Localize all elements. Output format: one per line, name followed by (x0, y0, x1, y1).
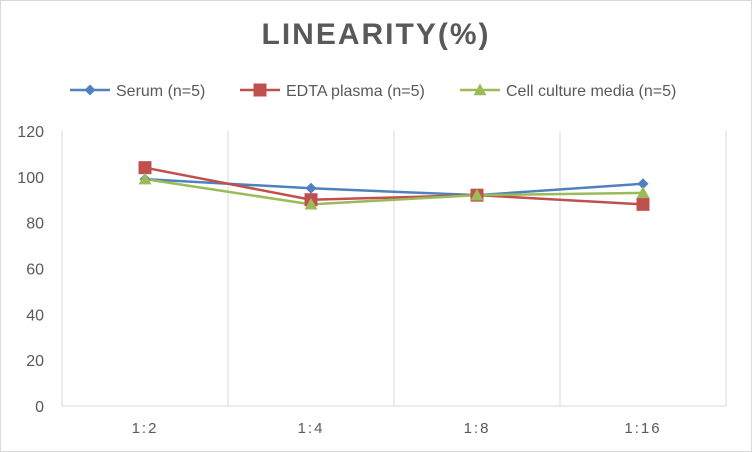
axes (61, 131, 727, 407)
legend-label: Cell culture media (n=5) (506, 83, 676, 100)
y-tick-label: 120 (17, 124, 44, 141)
legend-marker (473, 83, 487, 96)
data-point (637, 178, 649, 190)
data-point (305, 182, 317, 194)
y-tick-label: 40 (26, 307, 44, 324)
series-group (138, 161, 650, 211)
x-tick-label: 1:4 (298, 420, 325, 437)
series-line (144, 177, 644, 206)
legend-marker (253, 83, 267, 97)
x-tick-label: 1:8 (464, 420, 491, 437)
x-tick-label: 1:2 (132, 420, 159, 437)
grid-lines (227, 131, 561, 406)
y-tick-label: 60 (26, 262, 44, 279)
y-tick-label: 80 (26, 216, 44, 233)
legend-label: Serum (n=5) (116, 83, 205, 100)
data-point (304, 197, 318, 210)
legend-marker (84, 84, 96, 96)
legend-label: EDTA plasma (n=5) (286, 83, 425, 100)
x-tick-label: 1:16 (624, 420, 661, 437)
y-tick-label: 20 (26, 353, 44, 370)
data-point (636, 197, 650, 211)
legend: Serum (n=5) EDTA plasma (n=5) Cell culture… (70, 83, 676, 100)
x-axis-ticks: 1:2 1:4 1:8 1:16 (132, 420, 661, 437)
y-tick-label: 100 (17, 170, 44, 187)
data-point (470, 188, 484, 201)
data-point (138, 161, 152, 175)
y-tick-label: 0 (35, 399, 44, 416)
data-point (636, 186, 650, 199)
series-line (144, 166, 644, 206)
data-point (138, 172, 152, 185)
chart-title: LINEARITY(%) (261, 18, 491, 51)
y-axis-ticks: 0 20 40 60 80 100 120 (17, 124, 44, 416)
